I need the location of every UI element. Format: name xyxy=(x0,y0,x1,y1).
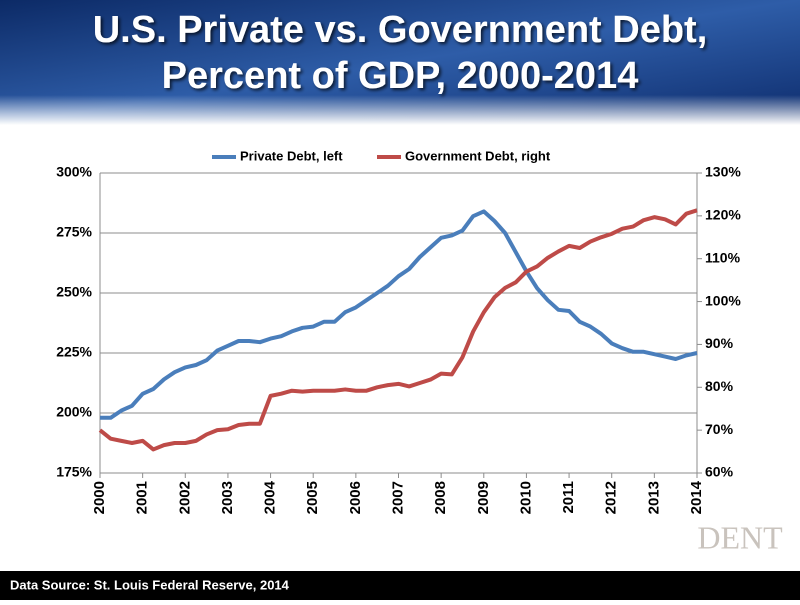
x-tick-label: 2005 xyxy=(304,481,321,514)
y2-tick-label: 90% xyxy=(705,335,734,351)
x-tick-label: 2000 xyxy=(91,481,108,514)
y-tick-label: 200% xyxy=(56,404,92,420)
y2-tick-label: 80% xyxy=(705,378,734,394)
x-tick-label: 2010 xyxy=(517,481,534,514)
legend-label: Private Debt, left xyxy=(240,148,343,163)
x-tick-label: 2014 xyxy=(688,480,705,514)
x-tick-label: 2013 xyxy=(645,481,662,514)
chart-subtitle: Percent of GDP, 2000-2014 xyxy=(162,55,639,97)
y2-tick-label: 110% xyxy=(705,249,741,265)
source: Data Source: St. Louis Federal Reserve, … xyxy=(10,577,290,592)
x-tick-label: 2006 xyxy=(347,481,364,514)
logo: DENT xyxy=(697,519,783,555)
x-tick-label: 2001 xyxy=(134,481,151,514)
y2-tick-label: 70% xyxy=(705,421,734,437)
x-tick-label: 2004 xyxy=(262,480,279,514)
y2-tick-label: 130% xyxy=(705,164,741,180)
y-tick-label: 175% xyxy=(56,464,92,480)
y2-tick-label: 120% xyxy=(705,207,741,223)
y-tick-label: 275% xyxy=(56,224,92,240)
y2-tick-label: 60% xyxy=(705,464,734,480)
legend-label: Government Debt, right xyxy=(405,148,551,163)
series-line xyxy=(98,208,698,452)
y-tick-label: 250% xyxy=(56,284,92,300)
x-tick-label: 2009 xyxy=(475,481,492,514)
y-tick-label: 225% xyxy=(56,344,92,360)
x-tick-label: 2003 xyxy=(219,481,236,514)
y-tick-label: 300% xyxy=(56,164,92,180)
series-line xyxy=(100,209,698,420)
x-tick-label: 2011 xyxy=(560,481,577,514)
x-tick-label: 2008 xyxy=(432,481,449,514)
x-tick-label: 2012 xyxy=(603,481,620,514)
y2-tick-label: 100% xyxy=(705,292,741,308)
x-tick-label: 2002 xyxy=(176,481,193,514)
x-tick-label: 2007 xyxy=(389,481,406,514)
chart-title: U.S. Private vs. Government Debt, xyxy=(93,9,708,51)
footer xyxy=(0,571,800,600)
banner-fade xyxy=(0,95,800,125)
